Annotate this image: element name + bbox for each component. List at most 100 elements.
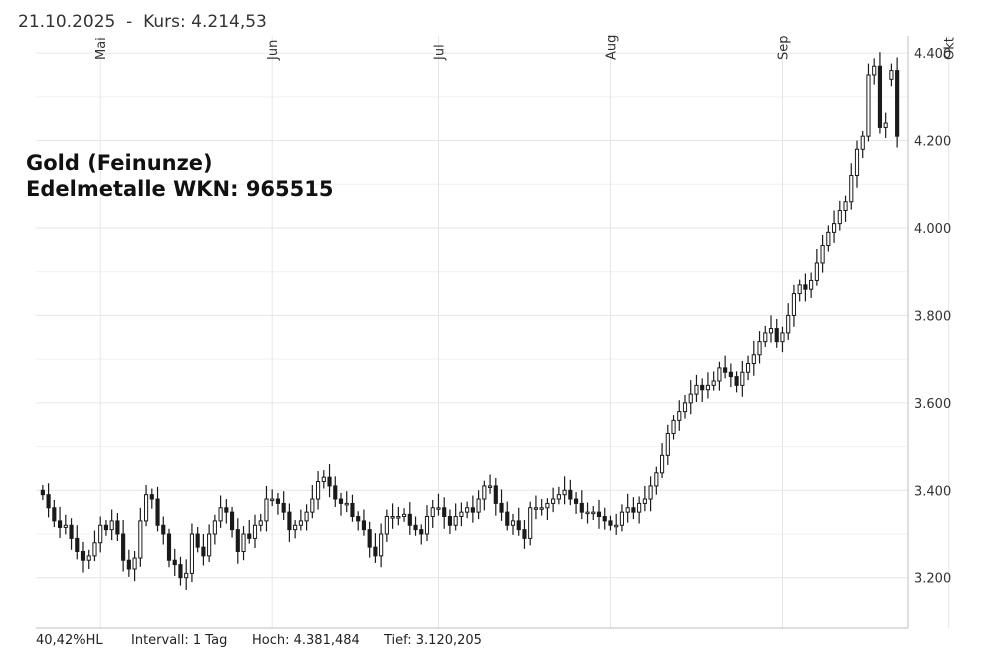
candle [671,415,676,440]
candle [505,501,510,531]
candle-body [682,402,688,413]
candle-body [149,494,154,500]
candle [734,371,739,393]
candle [80,541,86,573]
candle [453,503,458,531]
candle [487,474,493,494]
candle [482,480,487,511]
candle-body [705,384,711,391]
candle [212,514,217,545]
candle [528,501,533,546]
candle [631,497,636,520]
candle [814,248,819,286]
candle [281,491,286,521]
candle [390,503,395,529]
candle-body [556,494,561,500]
candle-body [224,507,229,513]
candle-body [608,520,613,526]
candle-body [854,148,860,177]
candle [155,486,160,532]
candle-body [172,559,177,566]
candle-body [820,244,825,264]
candle-body [258,520,263,526]
candle-body [155,498,160,526]
candle-body [98,524,103,544]
y-tick-label: 4.400 [914,47,951,62]
candle [75,525,80,560]
candle [556,486,561,505]
candle-body [740,371,745,386]
candle-body [528,507,533,539]
candle-body [837,209,842,225]
candle [310,485,315,519]
candle [109,509,114,541]
candle-body [424,516,430,535]
candle [356,511,361,531]
candle-body [711,380,716,386]
candle-body [235,529,240,552]
candle [419,524,424,545]
x-tick-label: Mai [94,37,109,60]
candle-body [579,502,584,513]
candle-body [121,533,126,561]
candle [711,371,716,391]
candle [270,489,275,507]
candle [46,483,51,518]
candle-body [757,341,762,356]
candle-body [166,533,172,561]
candle-body [442,507,447,518]
candle [69,518,74,550]
candle-body [539,507,544,510]
candle [361,509,367,536]
candle [803,273,808,302]
candle-body [602,516,607,522]
candle-body [281,502,286,513]
candle-body [229,511,235,531]
y-tick-label: 4.200 [914,135,951,150]
candle [510,513,516,535]
candle [396,506,401,526]
candle-body [814,262,819,281]
candle [470,495,475,523]
header-price: Kurs: 4.214,53 [143,12,267,32]
grid-layer [36,36,950,628]
candle-body [344,502,349,506]
candle-body [487,485,493,488]
candle [820,234,825,273]
candle-body [654,472,659,487]
candle [659,443,665,479]
candle-body [92,542,97,557]
candle [379,523,384,568]
chart-header: 21.10.2025 - Kurs: 4.214,53 [18,12,267,32]
candle-body [321,476,326,483]
candle [143,485,149,527]
candle [637,496,642,524]
candle-body [476,498,481,513]
candle [717,361,722,391]
candle-body [161,524,166,535]
footer-low: Tief: 3.120,205 [384,633,482,648]
candle-body [178,564,183,579]
candle-body [510,520,516,526]
candle [149,488,154,509]
candle-body [568,489,573,500]
candle [849,163,854,210]
candle-body [350,502,355,518]
candle [252,514,258,548]
candle-body [797,284,802,295]
candle [866,63,871,142]
candle-body [40,489,45,496]
candle [121,520,126,572]
candle-body [516,520,521,531]
candle-body [338,498,344,504]
candle-body [46,494,51,509]
candle-body [637,502,642,513]
candle-body [723,367,728,373]
candle [293,520,298,539]
candle [407,502,412,535]
candle-body [573,498,579,504]
candle-body [826,231,831,246]
candle-body [883,122,888,128]
candle [768,315,774,343]
